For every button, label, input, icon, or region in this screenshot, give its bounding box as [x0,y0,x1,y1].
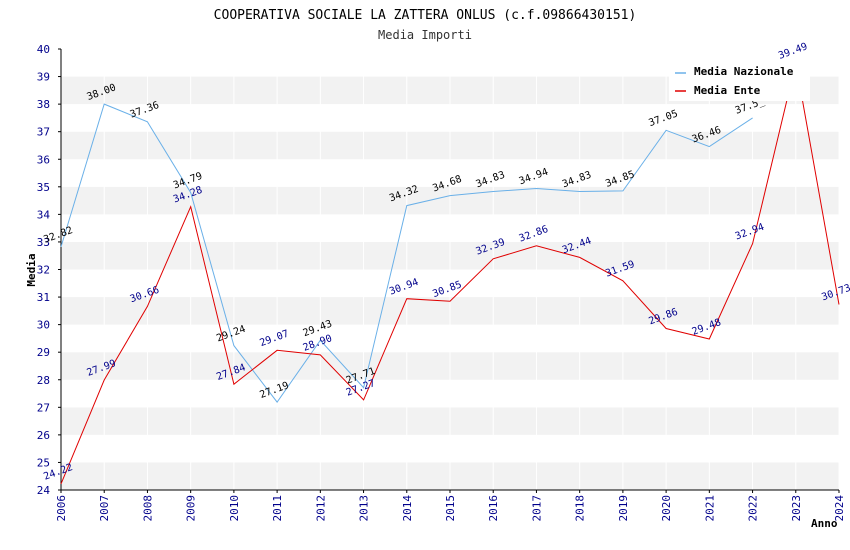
y-tick-label: 37 [37,126,50,139]
x-tick-label: 2008 [141,495,154,522]
x-tick-label: 2014 [401,495,414,522]
legend-box [669,59,810,101]
y-tick-label: 36 [37,153,50,166]
legend: Media Nazionale Media Ente [669,59,810,101]
series-line-media-ente [60,62,840,485]
legend-label-media-nazionale: Media Nazionale [694,65,794,78]
series-lines [60,62,840,485]
x-tick-label: 2016 [487,495,500,522]
x-tick-label: 2018 [574,495,587,522]
series-line-media-nazionale [60,103,753,403]
y-tick-label: 32 [37,264,50,277]
y-tick-label: 38 [37,98,50,111]
x-tick-label: 2024 [833,495,846,522]
y-tick-label: 26 [37,429,50,442]
y-tick-label: 35 [37,181,50,194]
chart-title: COOPERATIVA SOCIALE LA ZATTERA ONLUS (c.… [214,8,637,23]
y-tick-label: 33 [37,236,50,249]
x-tick-label: 2023 [790,495,803,522]
y-tick-label: 40 [37,43,50,56]
plot-background [60,49,840,490]
axes: 24 25 26 27 28 29 30 31 32 33 34 35 36 37 38 39 40 2006 20… [37,43,846,522]
x-axis-label: Anno [811,517,838,530]
x-tick-label: 2020 [660,495,673,522]
chart-subtitle: Media Importi [378,28,472,42]
x-tick-label: 2015 [444,495,457,522]
x-tick-label: 2006 [55,495,68,522]
y-tick-label: 28 [37,374,50,387]
y-tick-label: 29 [37,346,50,359]
x-tick-label: 2011 [271,495,284,522]
x-tick-label: 2019 [617,495,630,522]
x-tick-label: 2017 [530,495,543,522]
y-tick-label: 31 [37,291,50,304]
y-tick-label: 30 [37,319,50,332]
x-tick-label: 2022 [747,495,760,522]
x-tick-label: 2012 [314,495,327,522]
x-tick-label: 2007 [98,495,111,522]
y-tick-label: 27 [37,401,50,414]
x-tick-label: 2009 [185,495,198,522]
x-tick-label: 2010 [228,495,241,522]
y-tick-label: 34 [37,208,51,221]
y-tick-label: 39 [37,71,50,84]
y-tick-label: 24 [37,484,51,497]
x-tick-label: 2021 [703,495,716,522]
y-axis-label: Media [25,253,38,286]
y-tick-label: 25 [37,456,50,469]
x-tick-label: 2013 [358,495,371,522]
legend-label-media-ente: Media Ente [694,84,761,97]
